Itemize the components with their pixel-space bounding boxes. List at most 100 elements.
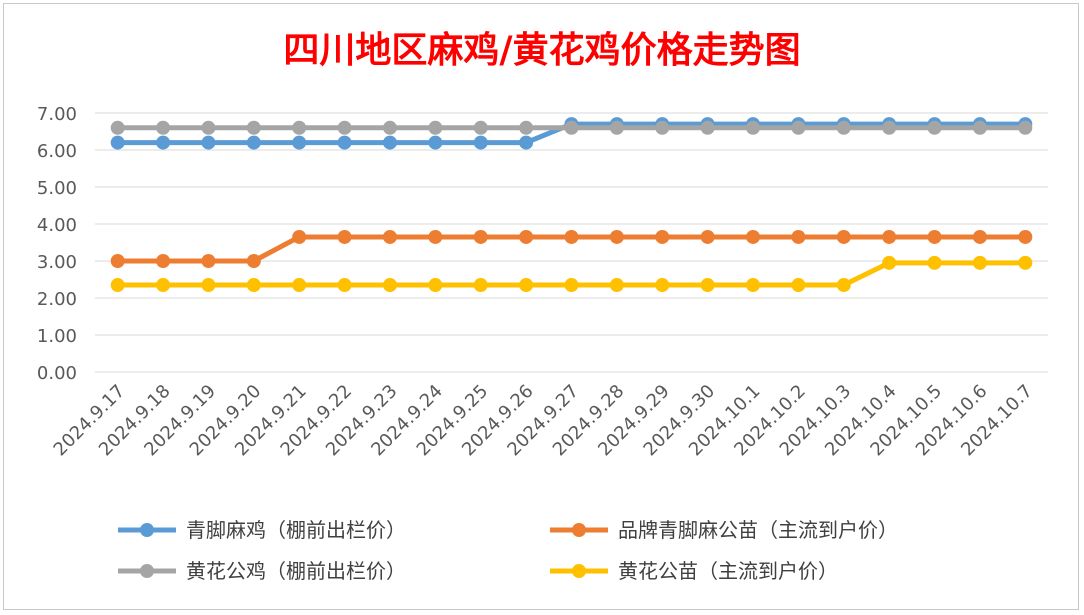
data-point	[337, 120, 352, 135]
data-point	[473, 120, 488, 135]
y-tick-label: 1.00	[37, 326, 77, 347]
data-point	[746, 229, 761, 244]
y-tick-label: 4.00	[37, 215, 77, 236]
data-point	[473, 135, 488, 150]
data-point	[1018, 120, 1033, 135]
legend-entry: 黄花公鸡（棚前出栏价）	[118, 559, 406, 583]
data-point	[655, 120, 670, 135]
data-point	[428, 229, 443, 244]
chart-frame	[3, 3, 1079, 610]
legend-label: 黄花公鸡（棚前出栏价）	[186, 559, 406, 583]
legend-swatch-marker	[572, 564, 586, 578]
series-2	[110, 120, 1033, 135]
data-point	[519, 278, 534, 293]
data-point	[428, 135, 443, 150]
y-tick-label: 3.00	[37, 252, 77, 273]
data-point	[337, 135, 352, 150]
y-tick-label: 0.00	[37, 363, 77, 384]
x-axis: 2024.9.172024.9.182024.9.192024.9.202024…	[50, 381, 1037, 461]
y-tick-label: 7.00	[37, 104, 77, 125]
data-point	[246, 278, 261, 293]
data-point	[972, 255, 987, 270]
data-point	[110, 278, 125, 293]
data-point	[791, 278, 806, 293]
y-tick-label: 5.00	[37, 178, 77, 199]
chart-title: 四川地区麻鸡/黄花鸡价格走势图	[283, 29, 800, 71]
data-point	[292, 229, 307, 244]
data-point	[564, 229, 579, 244]
series-1	[110, 229, 1033, 268]
data-point	[382, 120, 397, 135]
data-point	[428, 120, 443, 135]
data-point	[337, 278, 352, 293]
legend-swatch-marker	[572, 523, 586, 537]
data-point	[156, 254, 171, 268]
data-point	[700, 229, 715, 244]
data-point	[927, 229, 942, 244]
data-point	[201, 135, 216, 150]
legend-label: 黄花公苗（主流到户价）	[618, 559, 838, 583]
data-point	[1018, 229, 1033, 244]
data-point	[564, 120, 579, 135]
data-point	[609, 120, 624, 135]
data-point	[519, 229, 534, 244]
data-point	[519, 135, 534, 150]
data-point	[292, 135, 307, 150]
data-point	[836, 229, 851, 244]
data-point	[156, 278, 171, 293]
data-point	[292, 278, 307, 293]
y-axis: 0.00 1.00 2.00 3.00 4.00 5.00 6.00 7.00	[37, 104, 77, 384]
data-point	[655, 278, 670, 293]
data-point	[746, 278, 761, 293]
data-point	[927, 255, 942, 270]
legend-label: 青脚麻鸡（棚前出栏价）	[186, 518, 406, 542]
data-point	[201, 254, 216, 268]
legend-entry: 品牌青脚麻公苗（主流到户价）	[550, 518, 898, 542]
data-point	[382, 229, 397, 244]
data-point	[246, 254, 261, 268]
data-point	[609, 278, 624, 293]
legend-entry: 黄花公苗（主流到户价）	[550, 559, 838, 583]
data-point	[110, 135, 125, 150]
y-tick-label: 6.00	[37, 141, 77, 162]
data-point	[382, 135, 397, 150]
data-point	[836, 120, 851, 135]
data-point	[882, 255, 897, 270]
data-point	[836, 278, 851, 293]
data-point	[972, 229, 987, 244]
data-point	[473, 278, 488, 293]
legend: 青脚麻鸡（棚前出栏价） 品牌青脚麻公苗（主流到户价） 黄花公鸡（棚前出栏价） 黄花公苗…	[118, 518, 898, 583]
data-point	[382, 278, 397, 293]
data-point	[882, 229, 897, 244]
data-point	[882, 120, 897, 135]
data-point	[201, 278, 216, 293]
data-point	[292, 120, 307, 135]
data-point	[655, 229, 670, 244]
data-point	[246, 120, 261, 135]
data-point	[428, 278, 443, 293]
data-point	[156, 135, 171, 150]
data-point	[791, 120, 806, 135]
data-point	[564, 278, 579, 293]
data-point	[927, 120, 942, 135]
data-point	[201, 120, 216, 135]
data-point	[337, 229, 352, 244]
data-point	[700, 278, 715, 293]
y-tick-label: 2.00	[37, 289, 77, 310]
legend-swatch-marker	[140, 564, 154, 578]
data-point	[746, 120, 761, 135]
data-point	[110, 120, 125, 135]
data-point	[700, 120, 715, 135]
data-point	[156, 120, 171, 135]
data-point	[473, 229, 488, 244]
data-point	[519, 120, 534, 135]
series-layer	[110, 117, 1033, 293]
legend-swatch-marker	[140, 523, 154, 537]
data-point	[1018, 255, 1033, 270]
data-point	[110, 254, 125, 268]
data-point	[791, 229, 806, 244]
series-3	[110, 255, 1033, 293]
data-point	[609, 229, 624, 244]
data-point	[246, 135, 261, 150]
